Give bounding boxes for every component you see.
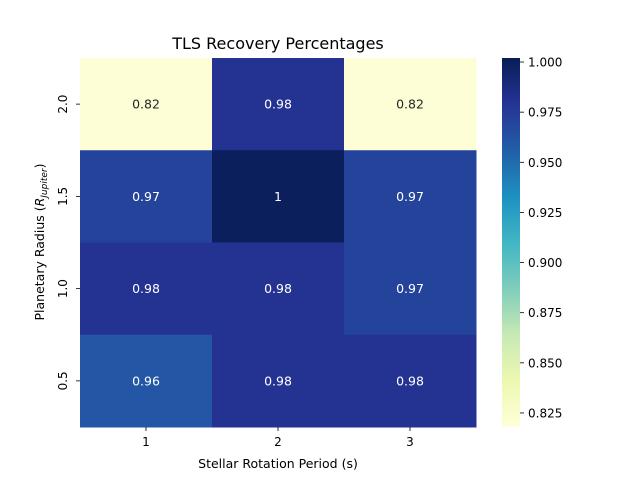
colorbar xyxy=(502,58,520,427)
cell-value-label: 1 xyxy=(274,189,282,204)
y-axis-label: Planetary Radius (RJupiter) xyxy=(32,163,50,320)
y-axis-label-text: Planetary Radius ( xyxy=(32,206,47,320)
x-tick-label: 1 xyxy=(142,435,150,449)
y-tick-label: 2.0 xyxy=(56,95,70,114)
cell-value-label: 0.96 xyxy=(132,373,160,388)
heatmap-cell xyxy=(80,150,213,243)
heatmap-cell xyxy=(344,242,477,336)
chart-title: TLS Recovery Percentages xyxy=(171,34,384,53)
x-axis: 1 2 3 xyxy=(142,427,414,449)
cell-value-label: 0.97 xyxy=(396,281,424,296)
heatmap-annotations: 0.82 0.98 0.82 0.97 1 0.97 0.98 0.98 0.97 0.96 0.9… xyxy=(132,97,424,389)
heatmap-cell xyxy=(80,58,213,151)
x-axis-label: Stellar Rotation Period (s) xyxy=(198,456,358,471)
heatmap-cell xyxy=(212,150,345,243)
cell-value-label: 0.98 xyxy=(264,373,292,388)
y-axis-label-subscript: Jupiter xyxy=(40,167,50,200)
heatmap-cell xyxy=(212,242,345,336)
heatmap-cell xyxy=(344,150,477,243)
colorbar-tick-label: 0.900 xyxy=(528,256,562,270)
colorbar-tick-label: 0.875 xyxy=(528,306,562,320)
cell-value-label: 0.98 xyxy=(396,373,424,388)
colorbar-axis: 0.825 0.850 0.875 0.900 0.925 0.950 0.975 1.000 xyxy=(520,56,562,420)
cell-value-label: 0.98 xyxy=(264,97,292,112)
heatmap-cells xyxy=(80,58,477,428)
colorbar-tick-label: 1.000 xyxy=(528,56,562,70)
y-tick-label: 1.0 xyxy=(56,279,70,298)
y-tick-label: 0.5 xyxy=(56,371,70,390)
heatmap-cell xyxy=(344,334,477,428)
cell-value-label: 0.98 xyxy=(264,281,292,296)
colorbar-tick-label: 0.975 xyxy=(528,106,562,120)
y-axis-label-symbol: R xyxy=(32,198,47,207)
heatmap-cell xyxy=(80,242,213,336)
colorbar-tick-label: 0.950 xyxy=(528,156,562,170)
cell-value-label: 0.82 xyxy=(396,97,424,112)
x-tick-label: 3 xyxy=(406,435,414,449)
heatmap-cell xyxy=(344,58,477,151)
cell-value-label: 0.97 xyxy=(132,189,160,204)
colorbar-tick-label: 0.925 xyxy=(528,206,562,220)
x-tick-label: 2 xyxy=(274,435,282,449)
heatmap-cell xyxy=(212,334,345,428)
y-axis-label-close: ) xyxy=(32,163,47,168)
cell-value-label: 0.97 xyxy=(396,189,424,204)
heatmap-cell xyxy=(80,334,213,428)
y-tick-label: 1.5 xyxy=(56,187,70,206)
heatmap-cell xyxy=(212,58,345,151)
cell-value-label: 0.98 xyxy=(132,281,160,296)
cell-value-label: 0.82 xyxy=(132,97,160,112)
colorbar-tick-label: 0.850 xyxy=(528,356,562,370)
y-axis: 2.0 1.5 1.0 0.5 xyxy=(56,95,80,390)
colorbar-tick-label: 0.825 xyxy=(528,406,562,420)
